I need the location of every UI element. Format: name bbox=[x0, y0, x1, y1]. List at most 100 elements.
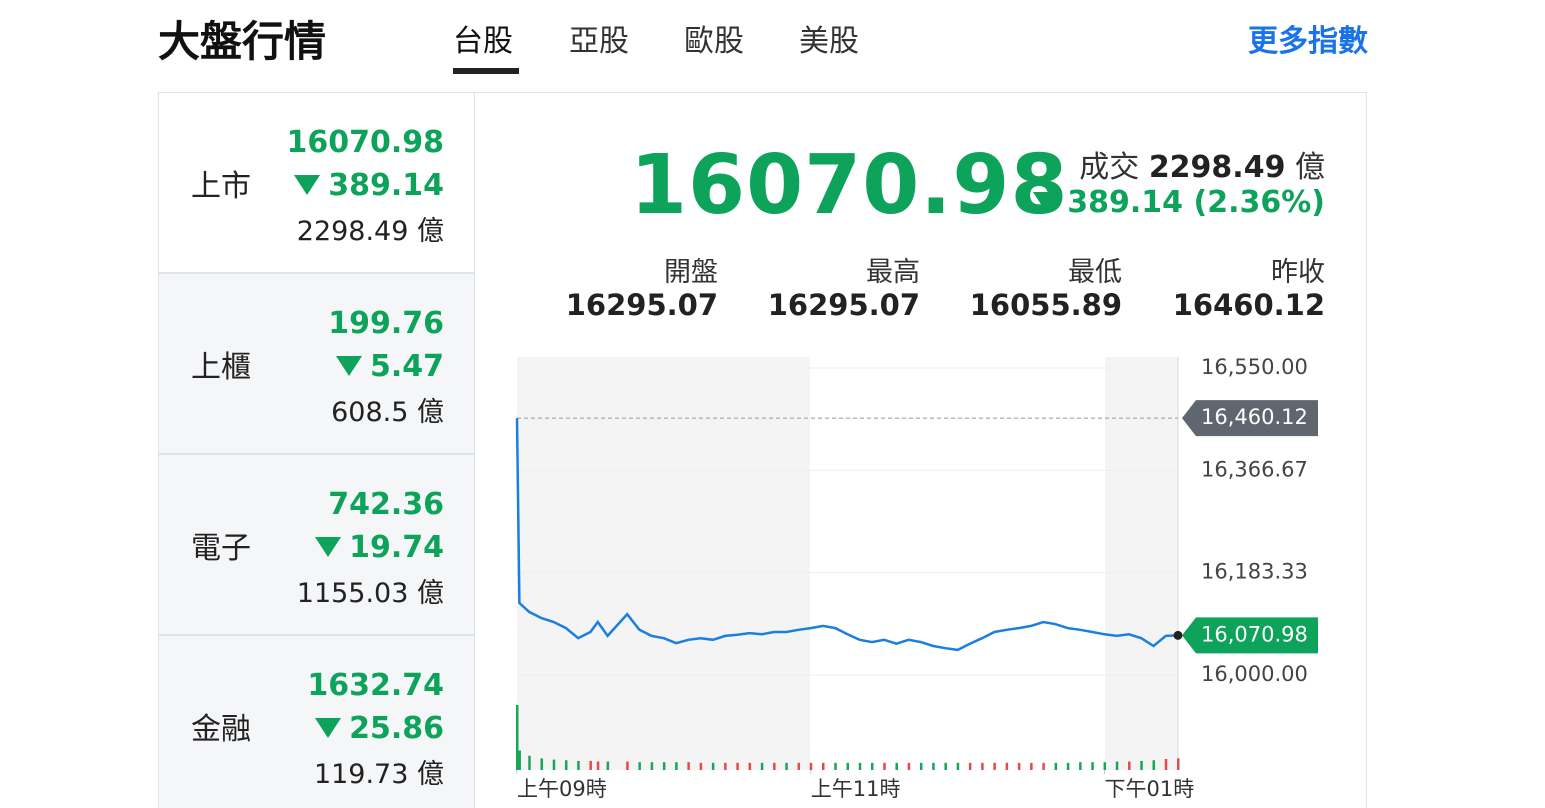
market-row[interactable]: 金融 1632.74 25.86 119.73 億 bbox=[158, 635, 475, 808]
stat-value: 16460.12 bbox=[1172, 288, 1325, 322]
turnover-label: 成交 bbox=[1079, 150, 1140, 185]
turnover: 成交 2298.49 億 bbox=[1079, 142, 1325, 186]
x-tick-label: 上午09時 bbox=[517, 777, 607, 801]
market-change: 25.86 bbox=[315, 711, 444, 746]
volume-bar bbox=[981, 762, 984, 770]
market-row[interactable]: 上市 16070.98 389.14 2298.49 億 bbox=[158, 92, 475, 273]
last-tag bbox=[1182, 617, 1318, 654]
volume-bar bbox=[650, 762, 654, 770]
change-value: 389.14 bbox=[328, 168, 444, 203]
volume-bar bbox=[724, 762, 727, 770]
market-value: 1632.74 bbox=[307, 668, 444, 703]
volume-bar bbox=[1017, 762, 1021, 770]
price: 16070.98 bbox=[630, 138, 1069, 233]
change-value: 19.74 bbox=[349, 530, 444, 565]
market-name: 上市 bbox=[191, 169, 251, 204]
reference-tag bbox=[1182, 400, 1318, 437]
volume-bar bbox=[711, 762, 715, 770]
down-arrow bbox=[294, 175, 321, 195]
down-arrow bbox=[1033, 192, 1060, 212]
stat-label: 最高 bbox=[866, 257, 920, 288]
tab[interactable]: 台股 bbox=[453, 24, 513, 59]
tab-underline bbox=[453, 68, 519, 74]
change-pct: (2.36%) bbox=[1193, 185, 1326, 220]
volume-bar bbox=[1054, 762, 1058, 770]
market-value: 16070.98 bbox=[286, 125, 444, 160]
market-volume: 608.5 億 bbox=[331, 397, 444, 428]
volume-bar bbox=[883, 762, 886, 770]
volume-bar bbox=[699, 762, 703, 770]
volume-bar bbox=[564, 760, 568, 770]
volume-bar bbox=[932, 762, 935, 770]
session-shade bbox=[1105, 357, 1178, 770]
volume-bar bbox=[675, 762, 678, 770]
market-row[interactable]: 電子 742.36 19.74 1155.03 億 bbox=[158, 454, 475, 635]
turnover-value: 2298.49 bbox=[1148, 150, 1286, 185]
volume-bar bbox=[919, 762, 923, 770]
y-tick-label: 16,366.67 bbox=[1201, 457, 1308, 481]
market-volume: 1155.03 億 bbox=[296, 578, 444, 609]
volume-bar bbox=[1140, 760, 1143, 770]
volume-bar bbox=[809, 762, 813, 770]
tab[interactable]: 亞股 bbox=[569, 24, 629, 59]
volume-bar bbox=[540, 758, 543, 770]
last-label: 16,070.98 bbox=[1201, 622, 1308, 646]
volume-bar bbox=[736, 762, 739, 770]
volume-bar bbox=[834, 762, 837, 770]
volume-bar bbox=[577, 760, 580, 770]
volume-bar bbox=[773, 762, 776, 770]
down-arrow bbox=[315, 537, 342, 557]
stat-value: 16055.89 bbox=[969, 288, 1122, 322]
turnover-unit: 億 bbox=[1295, 150, 1325, 185]
tab[interactable]: 歐股 bbox=[684, 24, 744, 59]
volume-bar bbox=[1164, 758, 1168, 770]
volume-bar bbox=[518, 750, 521, 770]
market-change: 5.47 bbox=[335, 349, 444, 384]
market-name: 金融 bbox=[191, 712, 251, 747]
change-value: 25.86 bbox=[349, 711, 444, 746]
y-tick-label: 16,550.00 bbox=[1201, 355, 1308, 379]
market-change: 389.14 bbox=[294, 168, 444, 203]
change: 389.14 bbox=[1067, 185, 1184, 220]
down-arrow bbox=[335, 356, 362, 376]
volume-bar bbox=[822, 762, 825, 770]
market-value: 199.76 bbox=[328, 306, 444, 341]
volume-bar bbox=[785, 762, 788, 770]
volume-bar bbox=[1128, 761, 1131, 770]
y-tick-label: 16,000.00 bbox=[1201, 662, 1308, 686]
volume-bar bbox=[956, 762, 960, 770]
volume-bar bbox=[1152, 760, 1156, 770]
y-tick-label: 16,183.33 bbox=[1201, 560, 1308, 584]
volume-bar bbox=[870, 762, 874, 770]
volume-bar bbox=[993, 762, 996, 770]
stat-label: 最低 bbox=[1068, 257, 1122, 288]
stat-label: 開盤 bbox=[664, 257, 718, 288]
market-row[interactable]: 上櫃 199.76 5.47 608.5 億 bbox=[158, 273, 475, 454]
tab[interactable]: 美股 bbox=[799, 24, 859, 59]
x-tick-label: 下午01時 bbox=[1105, 777, 1195, 801]
volume-bar bbox=[552, 759, 556, 770]
volume-bar bbox=[748, 762, 752, 770]
volume-bar bbox=[516, 705, 519, 770]
volume-bar bbox=[968, 762, 972, 770]
market-name: 電子 bbox=[191, 531, 251, 566]
quote-change: 389.14 (2.36%) bbox=[1033, 185, 1325, 220]
volume-bar bbox=[528, 755, 531, 770]
volume-bar bbox=[1177, 758, 1180, 770]
more-link[interactable]: 更多指數 bbox=[1248, 24, 1368, 59]
volume-bar bbox=[797, 762, 801, 770]
x-tick-label: 上午11時 bbox=[811, 777, 901, 801]
volume-bar bbox=[944, 762, 947, 770]
stat-value: 16295.07 bbox=[565, 288, 718, 322]
volume-bar bbox=[907, 762, 911, 770]
volume-bar bbox=[687, 762, 690, 770]
page-title: 大盤行情 bbox=[158, 17, 327, 66]
volume-bar bbox=[1005, 762, 1009, 770]
volume-bar bbox=[1042, 762, 1045, 770]
stat-label: 昨收 bbox=[1271, 257, 1325, 288]
volume-bar bbox=[895, 762, 898, 770]
volume-bar bbox=[1079, 762, 1082, 770]
volume-bar bbox=[662, 762, 666, 770]
